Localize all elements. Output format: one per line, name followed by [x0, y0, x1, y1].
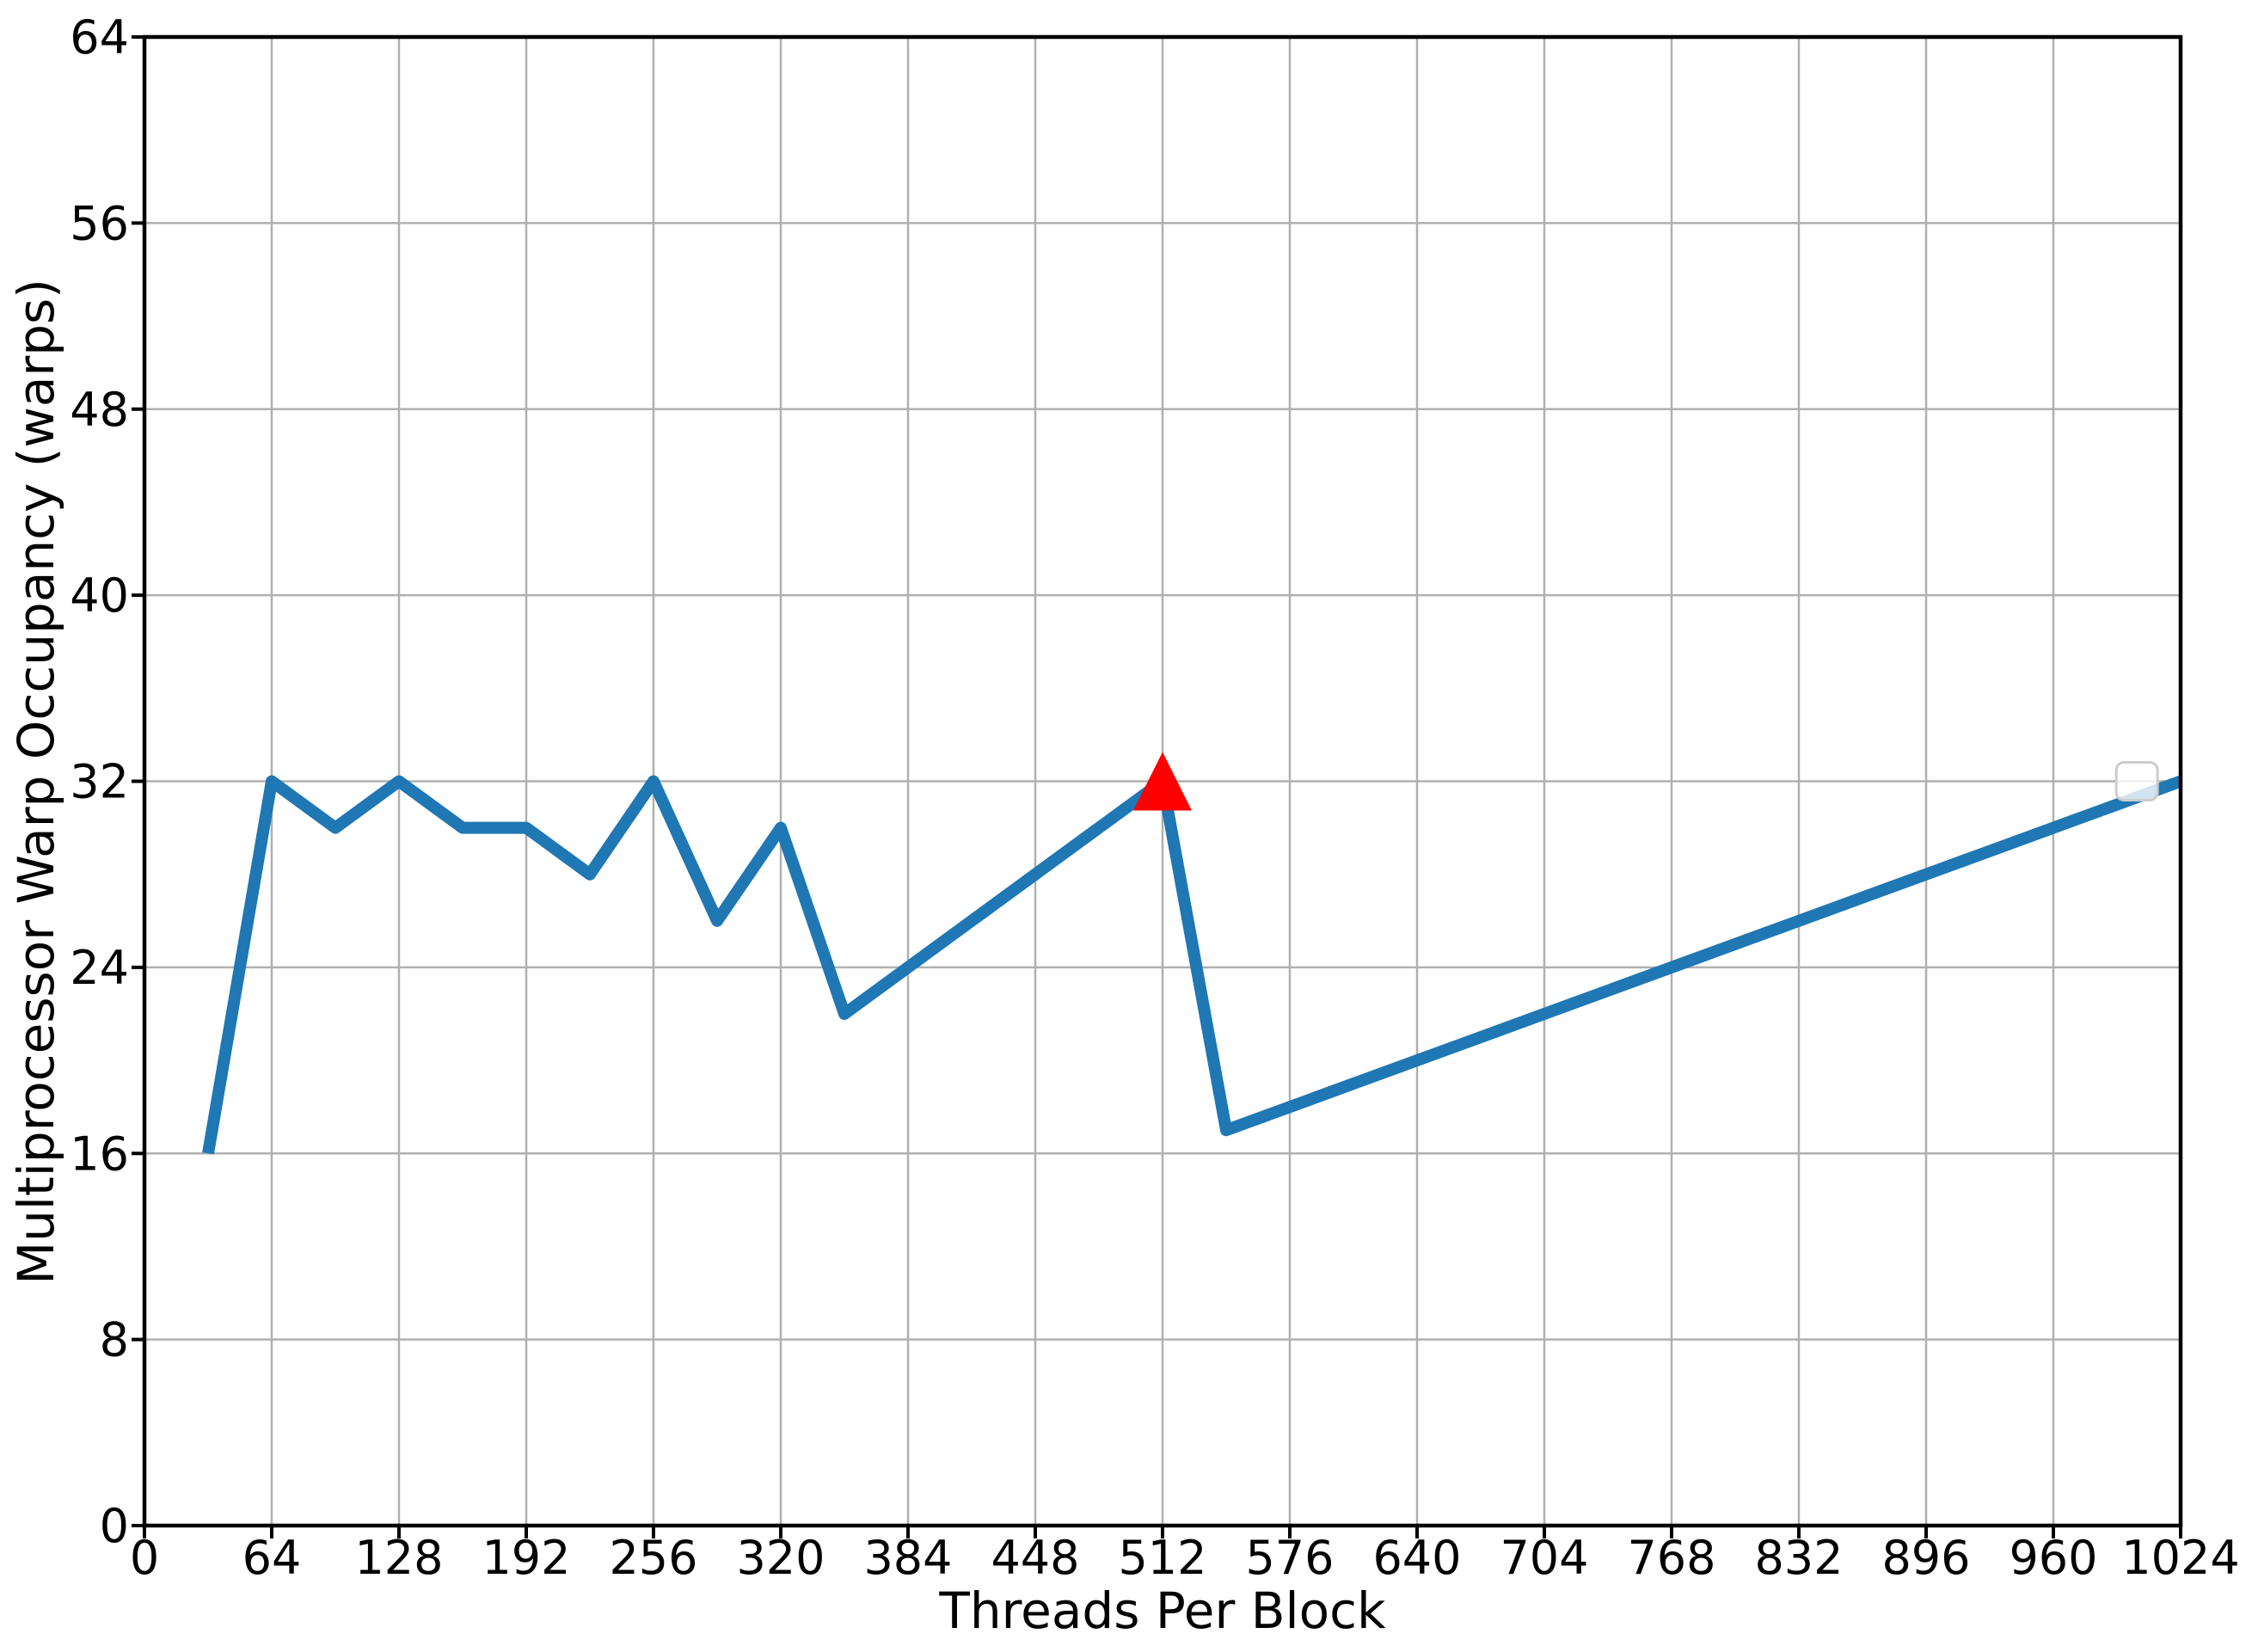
- x-tick-label: 384: [863, 1531, 952, 1585]
- x-tick-label: 256: [609, 1531, 697, 1585]
- y-tick-label: 0: [100, 1499, 129, 1553]
- x-tick-label: 128: [354, 1531, 443, 1585]
- x-tick-label: 960: [2009, 1531, 2097, 1585]
- legend-layer: [2114, 761, 2159, 801]
- x-tick-label: 704: [1500, 1531, 1588, 1585]
- y-tick-label: 16: [70, 1127, 129, 1181]
- x-tick-label: 896: [1881, 1531, 1970, 1585]
- series-layer: [202, 775, 2183, 1155]
- occupancy-line-series: [202, 775, 2183, 1155]
- y-tick-label: 24: [70, 941, 129, 995]
- x-tick-label: 512: [1118, 1531, 1206, 1585]
- selected-block-size-marker: [1133, 752, 1192, 811]
- x-tick-label: 192: [482, 1531, 570, 1585]
- x-axis-label: Threads Per Block: [938, 1581, 1386, 1640]
- x-tick-label: 640: [1372, 1531, 1461, 1585]
- x-tick-label: 576: [1245, 1531, 1334, 1585]
- y-tick-label: 8: [100, 1313, 129, 1367]
- y-tick-label: 56: [70, 196, 129, 250]
- x-tick-label: 64: [242, 1531, 302, 1585]
- legend-box: [2114, 761, 2159, 801]
- tick-layer: 0 64 128 192 256 320 384 448 512 576 640 704 768 832 8…: [70, 10, 2239, 1585]
- x-tick-label: 448: [991, 1531, 1079, 1585]
- y-tick-label: 64: [70, 10, 129, 64]
- marker-layer: [1133, 752, 1192, 811]
- x-tick-label: 320: [736, 1531, 825, 1585]
- y-axis-label: Multiprocessor Warp Occupancy (warps): [7, 279, 65, 1285]
- y-tick-label: 48: [70, 383, 129, 437]
- y-tick-label: 40: [70, 568, 129, 623]
- x-tick-label: 832: [1754, 1531, 1843, 1585]
- x-tick-label: 768: [1627, 1531, 1715, 1585]
- y-tick-label: 32: [70, 755, 129, 809]
- x-tick-label: 1024: [2121, 1531, 2239, 1585]
- x-tick-label: 0: [130, 1531, 159, 1585]
